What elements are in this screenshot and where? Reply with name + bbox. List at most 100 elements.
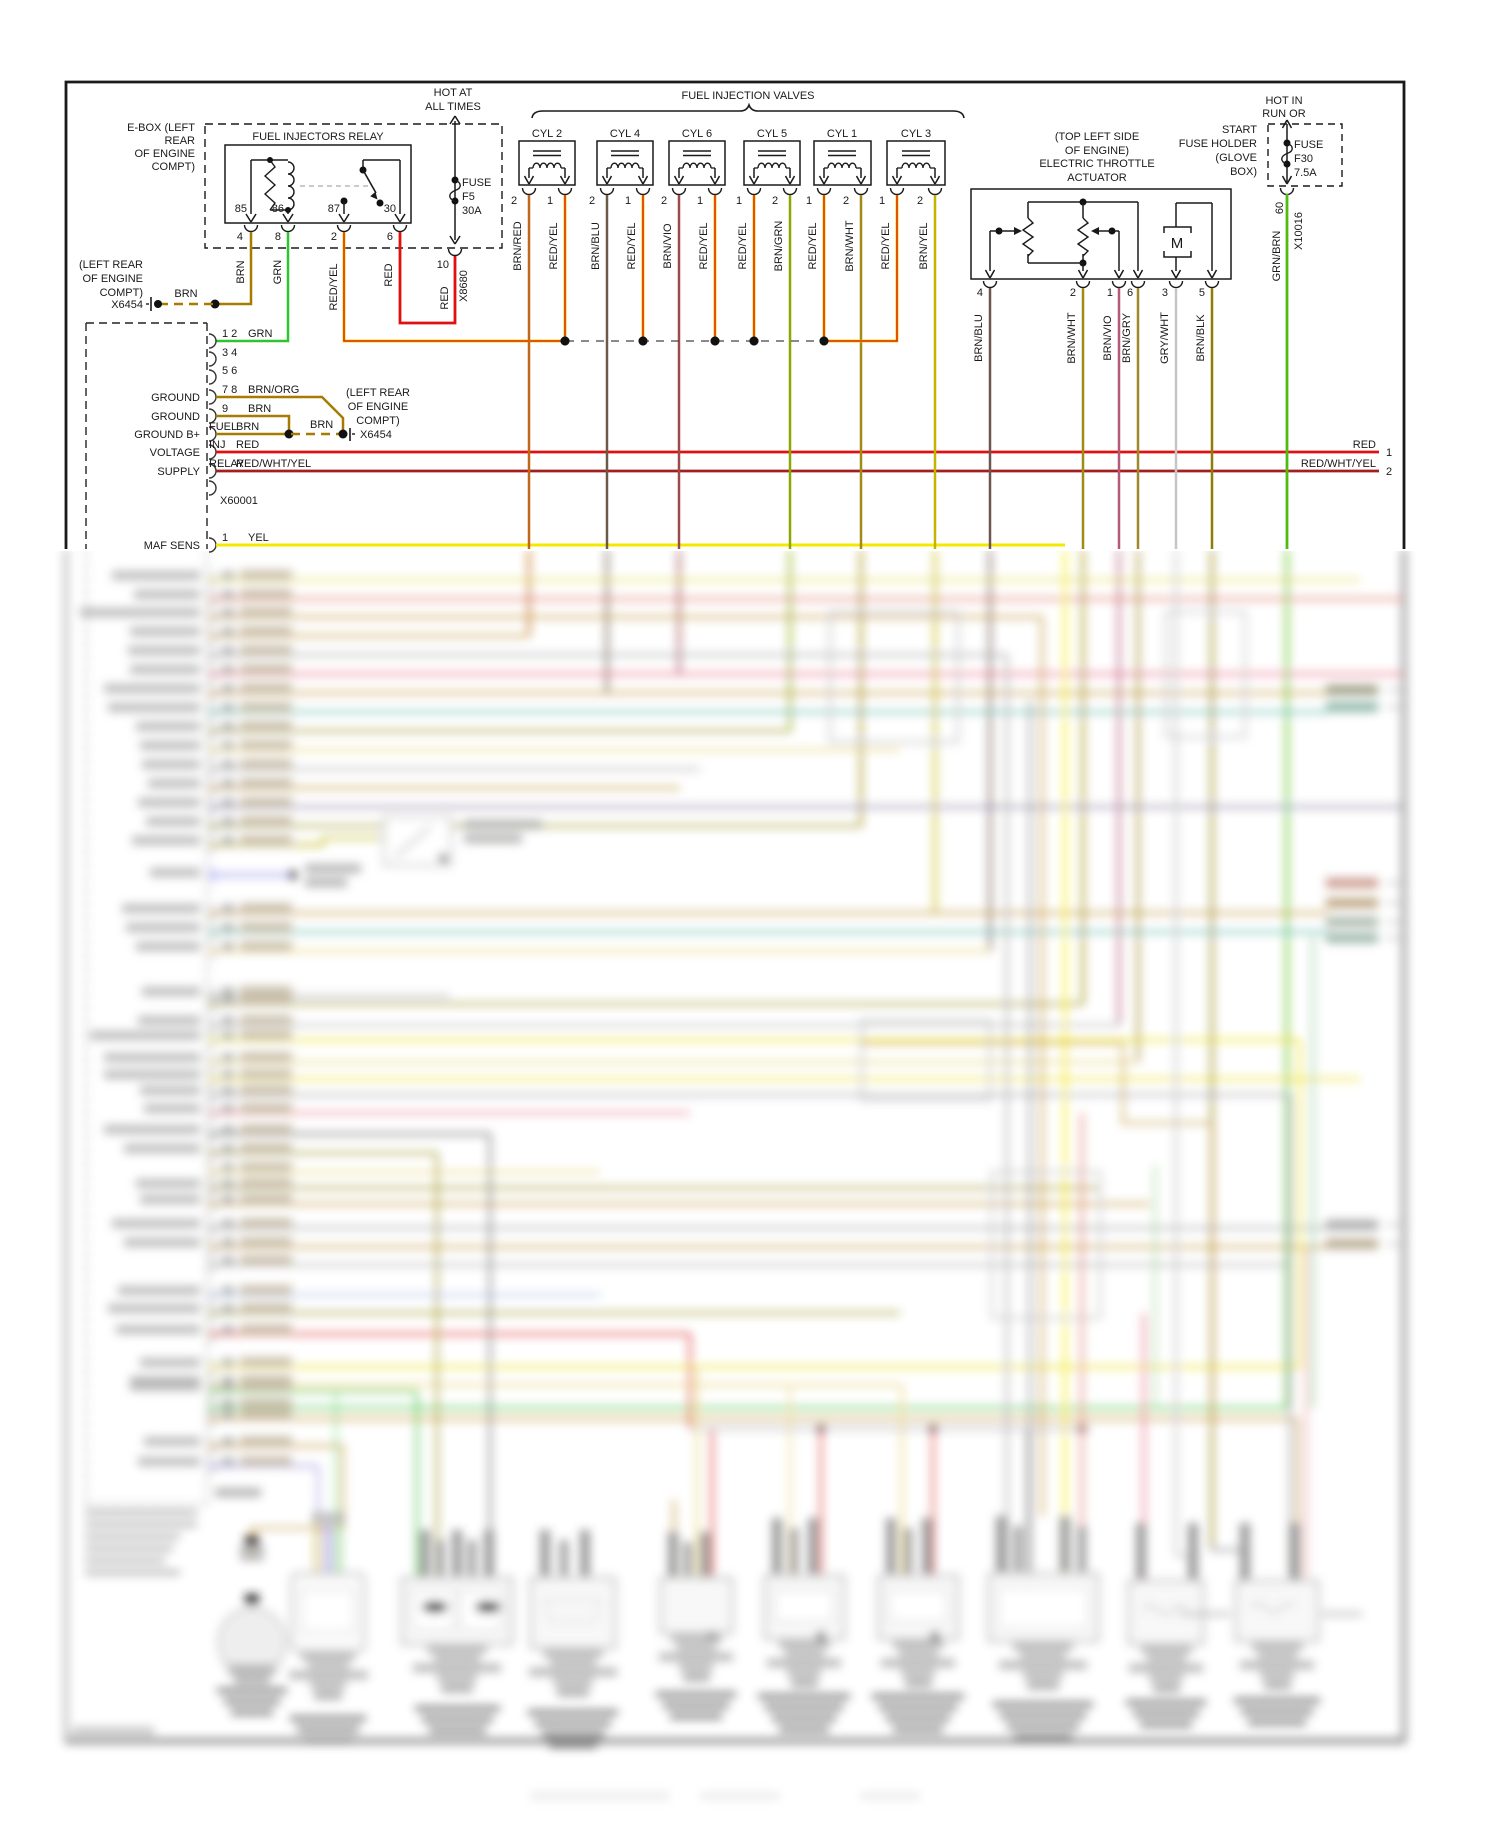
svg-text:RED/YEL: RED/YEL xyxy=(328,263,340,310)
svg-text:1: 1 xyxy=(1386,447,1392,459)
svg-text:86: 86 xyxy=(272,203,284,215)
svg-text:2: 2 xyxy=(917,195,923,207)
svg-text:(TOP LEFT SIDE: (TOP LEFT SIDE xyxy=(1055,131,1139,143)
svg-text:CYL 5: CYL 5 xyxy=(757,128,787,140)
svg-text:REAR: REAR xyxy=(164,135,195,147)
svg-text:F5: F5 xyxy=(462,191,475,203)
svg-text:E-BOX (LEFT: E-BOX (LEFT xyxy=(127,122,195,134)
svg-text:BRN/WHT: BRN/WHT xyxy=(844,220,856,272)
svg-text:GROUND: GROUND xyxy=(151,411,200,423)
svg-text:BRN: BRN xyxy=(310,419,333,431)
svg-text:2: 2 xyxy=(772,195,778,207)
svg-text:BRN/WHT: BRN/WHT xyxy=(1066,312,1078,364)
svg-text:7.5A: 7.5A xyxy=(1294,167,1317,179)
svg-text:3: 3 xyxy=(1162,287,1168,299)
svg-text:GROUND B+: GROUND B+ xyxy=(134,429,200,441)
svg-text:RED: RED xyxy=(439,286,451,309)
svg-text:FUEL INJECTORS RELAY: FUEL INJECTORS RELAY xyxy=(252,131,384,143)
svg-text:FUSE HOLDER: FUSE HOLDER xyxy=(1179,138,1257,150)
svg-text:BRN: BRN xyxy=(236,421,259,433)
svg-text:OF ENGINE: OF ENGINE xyxy=(134,148,195,160)
svg-text:GRY/WHT: GRY/WHT xyxy=(1159,312,1171,364)
svg-text:BRN/VIO: BRN/VIO xyxy=(1102,315,1114,361)
svg-text:BRN: BRN xyxy=(174,288,197,300)
svg-text:1: 1 xyxy=(625,195,631,207)
svg-text:RED/YEL: RED/YEL xyxy=(880,222,892,269)
svg-text:MAF SENS: MAF SENS xyxy=(144,540,200,552)
svg-text:CYL 2: CYL 2 xyxy=(532,128,562,140)
svg-text:BRN/VIO: BRN/VIO xyxy=(662,223,674,269)
svg-text:BRN: BRN xyxy=(248,403,271,415)
svg-text:RED/WHT/YEL: RED/WHT/YEL xyxy=(1301,458,1376,470)
svg-text:ELECTRIC THROTTLE: ELECTRIC THROTTLE xyxy=(1039,158,1154,170)
svg-text:X60001: X60001 xyxy=(220,495,258,507)
svg-text:RED/YEL: RED/YEL xyxy=(548,222,560,269)
svg-text:SUPPLY: SUPPLY xyxy=(157,466,200,478)
svg-text:BRN/GRY: BRN/GRY xyxy=(1121,312,1133,363)
svg-text:HOT IN: HOT IN xyxy=(1265,95,1302,107)
svg-text:87: 87 xyxy=(328,203,340,215)
svg-text:YEL: YEL xyxy=(248,532,269,544)
svg-text:1: 1 xyxy=(879,195,885,207)
svg-text:FUEL INJECTION VALVES: FUEL INJECTION VALVES xyxy=(681,90,814,102)
svg-text:RED/YEL: RED/YEL xyxy=(698,222,710,269)
svg-text:X10016: X10016 xyxy=(1293,212,1305,250)
svg-text:(GLOVE: (GLOVE xyxy=(1215,152,1257,164)
svg-text:RED/WHT/YEL: RED/WHT/YEL xyxy=(236,458,311,470)
svg-text:60: 60 xyxy=(1274,202,1286,214)
svg-text:RED: RED xyxy=(383,263,395,286)
svg-text:START: START xyxy=(1222,124,1257,136)
svg-text:GRN/BRN: GRN/BRN xyxy=(1271,231,1283,282)
svg-text:FUSE: FUSE xyxy=(462,177,491,189)
svg-text:FUEL: FUEL xyxy=(209,421,237,433)
svg-text:6: 6 xyxy=(1127,287,1133,299)
svg-text:10: 10 xyxy=(437,259,449,271)
svg-text:2: 2 xyxy=(661,195,667,207)
svg-text:BRN/YEL: BRN/YEL xyxy=(918,222,930,269)
svg-text:7 8: 7 8 xyxy=(222,384,237,396)
svg-text:COMPT): COMPT) xyxy=(152,161,195,173)
svg-text:1 2: 1 2 xyxy=(222,328,237,340)
svg-text:2: 2 xyxy=(1386,466,1392,478)
svg-text:X6454: X6454 xyxy=(360,429,392,441)
svg-text:GRN: GRN xyxy=(272,260,284,285)
svg-text:OF ENGINE): OF ENGINE) xyxy=(1065,145,1129,157)
svg-text:RELAY: RELAY xyxy=(209,458,245,470)
svg-text:6: 6 xyxy=(387,231,393,243)
svg-text:F30: F30 xyxy=(1294,153,1313,165)
svg-text:OF ENGINE: OF ENGINE xyxy=(348,401,409,413)
svg-text:RED: RED xyxy=(236,439,259,451)
svg-text:1: 1 xyxy=(806,195,812,207)
svg-text:CYL 3: CYL 3 xyxy=(901,128,931,140)
svg-text:2: 2 xyxy=(1070,287,1076,299)
svg-text:M: M xyxy=(1171,235,1184,252)
svg-text:GROUND: GROUND xyxy=(151,392,200,404)
svg-text:1: 1 xyxy=(1107,287,1113,299)
svg-text:30A: 30A xyxy=(462,205,482,217)
svg-text:(LEFT REAR: (LEFT REAR xyxy=(346,387,410,399)
svg-text:OF ENGINE: OF ENGINE xyxy=(82,273,143,285)
svg-text:CYL 6: CYL 6 xyxy=(682,128,712,140)
svg-text:4: 4 xyxy=(237,231,243,243)
svg-text:BRN/BLK: BRN/BLK xyxy=(1195,314,1207,362)
svg-text:3 4: 3 4 xyxy=(222,347,237,359)
svg-text:4: 4 xyxy=(977,287,983,299)
svg-text:1: 1 xyxy=(222,532,228,544)
svg-text:X6454: X6454 xyxy=(111,299,143,311)
svg-text:CYL 1: CYL 1 xyxy=(827,128,857,140)
svg-text:X8680: X8680 xyxy=(458,270,470,302)
svg-text:CYL 4: CYL 4 xyxy=(610,128,640,140)
svg-text:2: 2 xyxy=(331,231,337,243)
svg-text:BRN/BLU: BRN/BLU xyxy=(590,222,602,270)
svg-text:ACTUATOR: ACTUATOR xyxy=(1067,172,1127,184)
svg-text:COMPT): COMPT) xyxy=(356,415,399,427)
svg-text:2: 2 xyxy=(589,195,595,207)
svg-text:2: 2 xyxy=(511,195,517,207)
svg-text:1: 1 xyxy=(697,195,703,207)
svg-text:FUSE: FUSE xyxy=(1294,139,1323,151)
svg-text:COMPT): COMPT) xyxy=(100,287,143,299)
svg-text:BRN: BRN xyxy=(235,260,247,283)
svg-text:2: 2 xyxy=(843,195,849,207)
svg-text:30: 30 xyxy=(384,203,396,215)
svg-text:HOT AT: HOT AT xyxy=(434,87,473,99)
